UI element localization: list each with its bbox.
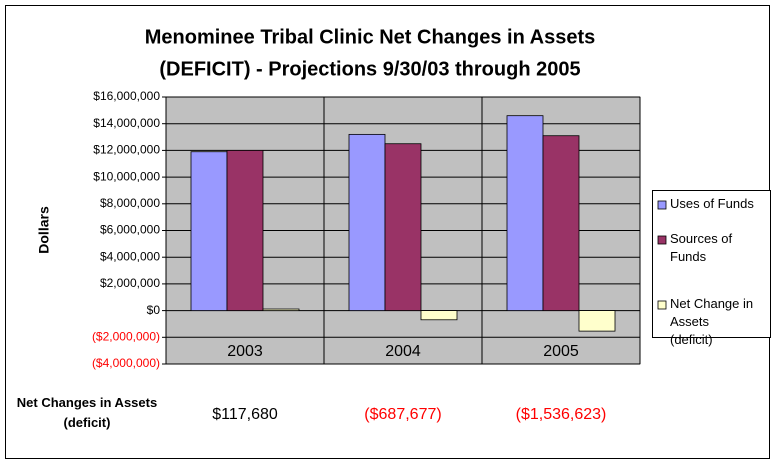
- bar: [348, 133, 386, 312]
- y-tick-label: $14,000,000: [93, 116, 160, 130]
- y-tick-label: ($2,000,000): [92, 329, 160, 343]
- legend-swatch: [657, 200, 667, 210]
- x-tick-label: 2005: [543, 343, 579, 360]
- legend-label: Net Change in Assets (deficit): [670, 296, 754, 347]
- bar: [420, 310, 458, 321]
- legend-label: Uses of Funds: [670, 196, 754, 211]
- bar: [384, 143, 422, 312]
- data-label: ($1,536,623): [516, 406, 607, 423]
- bar: [506, 115, 544, 312]
- legend-entry-box: Sources of Funds: [670, 231, 733, 264]
- bar: [226, 149, 264, 311]
- y-axis-label: Dollars: [36, 206, 52, 254]
- y-tick-label: $10,000,000: [93, 169, 160, 183]
- bar: [542, 135, 580, 311]
- y-tick-label: $4,000,000: [100, 249, 160, 263]
- chart-title: (DEFICIT) - Projections 9/30/03 through …: [159, 58, 580, 80]
- bar: [190, 151, 228, 312]
- y-tick-label: ($4,000,000): [92, 356, 160, 370]
- legend-swatch: [657, 235, 667, 245]
- y-tick-label: $6,000,000: [100, 223, 160, 237]
- bar: [578, 310, 616, 332]
- y-tick-label: $0: [147, 303, 161, 317]
- y-tick-label: $16,000,000: [93, 89, 160, 103]
- data-label: ($687,677): [364, 406, 441, 423]
- bar: [262, 308, 300, 311]
- legend-swatch: [657, 300, 667, 310]
- data-label: $117,680: [212, 406, 278, 423]
- x-tick-label: 2003: [227, 343, 263, 360]
- chart-title: Menominee Tribal Clinic Net Changes in A…: [145, 26, 595, 48]
- y-tick-label: $12,000,000: [93, 143, 160, 157]
- legend-label: Sources of Funds: [670, 231, 733, 264]
- y-tick-label: $8,000,000: [100, 196, 160, 210]
- x-tick-label: 2004: [385, 343, 421, 360]
- table-label: Net Changes in Assets (deficit): [16, 395, 158, 430]
- legend: [652, 190, 771, 338]
- legend-entry-box: Net Change in Assets (deficit): [670, 296, 754, 347]
- y-tick-label: $2,000,000: [100, 276, 160, 290]
- legend-entry-box: Uses of Funds: [670, 196, 754, 211]
- table-label-box: Net Changes in Assets (deficit): [16, 395, 158, 430]
